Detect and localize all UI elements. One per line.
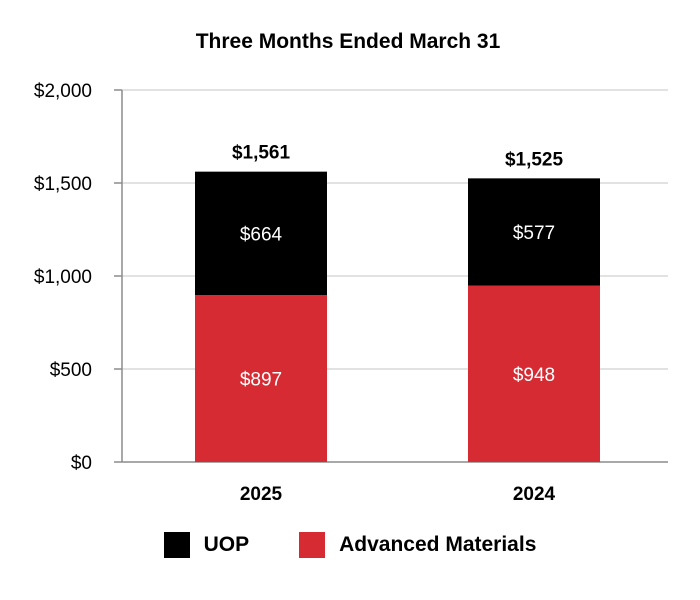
legend-swatch-advanced-materials <box>299 532 326 558</box>
x-tick-label-2024: 2024 <box>513 484 556 505</box>
total-label-2024: $1,525 <box>505 149 564 170</box>
bar-uop-2025 <box>195 171 327 296</box>
axis-layer: $0 $500 $1,000 $1,500 $2,000 2025 2024 <box>34 81 668 505</box>
legend-item-advanced-materials: Advanced Materials <box>299 532 536 558</box>
y-tick-label-0: $0 <box>71 453 92 474</box>
y-tick-label-2000: $2,000 <box>34 81 92 102</box>
data-label-uop-2025: $664 <box>240 224 283 245</box>
y-tick-label-1000: $1,000 <box>34 267 92 288</box>
x-tick-label-2025: 2025 <box>240 484 283 505</box>
legend-label-advanced-materials: Advanced Materials <box>339 533 537 556</box>
y-tick-label-1500: $1,500 <box>34 174 92 195</box>
bar-advanced-materials-2025 <box>195 295 327 462</box>
stacked-bar-chart: Three Months Ended March 31 $0 $500 $1,000… <box>34 30 668 505</box>
legend-swatch-uop <box>163 532 190 558</box>
data-label-advanced-materials-2025: $897 <box>240 370 282 391</box>
y-tick-label-500: $500 <box>50 360 92 381</box>
bar-advanced-materials-2024 <box>468 285 600 462</box>
total-label-2025: $1,561 <box>232 143 291 164</box>
data-label-uop-2024: $577 <box>513 223 555 244</box>
bar-uop-2024 <box>468 178 600 286</box>
legend-item-uop: UOP <box>163 532 250 558</box>
chart-title: Three Months Ended March 31 <box>196 30 501 53</box>
legend: UOP Advanced Materials <box>0 532 700 558</box>
bar-layer <box>195 171 600 462</box>
data-label-advanced-materials-2024: $948 <box>513 365 555 386</box>
label-layer: $897 $664 $1,561 $948 $577 $1,525 <box>232 143 564 391</box>
legend-label-uop: UOP <box>203 533 250 556</box>
